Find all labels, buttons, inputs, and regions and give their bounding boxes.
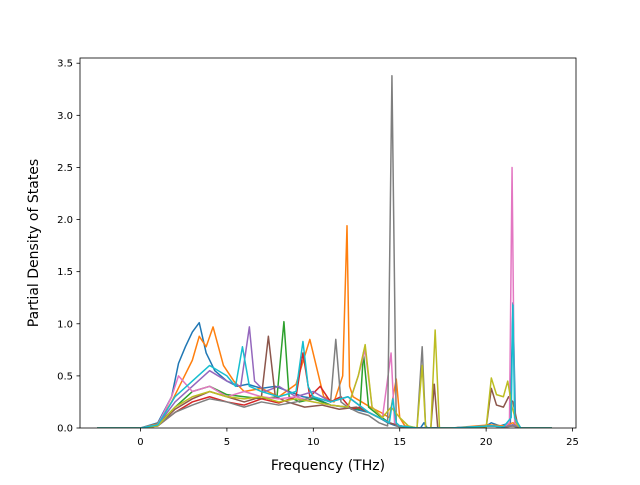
x-axis-ticks: 0 5 10 15 20 25 (137, 428, 579, 448)
y-tick-label: 0.5 (57, 371, 73, 382)
axes-frame (79, 57, 577, 429)
y-tick-label: 1.0 (57, 319, 73, 330)
x-axis-title: Frequency (THz) (271, 458, 385, 474)
x-tick-label: 20 (480, 437, 493, 448)
x-tick-label: 5 (224, 437, 230, 448)
series-layer (97, 74, 552, 428)
y-tick-label: 2.0 (57, 215, 73, 226)
y-axis-title: Partial Density of States (26, 159, 42, 327)
x-tick-label: 15 (393, 437, 406, 448)
y-tick-label: 0.0 (57, 424, 73, 435)
y-tick-label: 1.5 (57, 267, 73, 278)
series-line-8 (97, 74, 552, 428)
series-line-2 (97, 225, 552, 428)
plot-area (79, 57, 577, 429)
series-line-10 (97, 304, 552, 428)
y-tick-label: 3.5 (57, 59, 73, 70)
y-tick-label: 3.0 (57, 111, 73, 122)
y-axis-ticks: 0.0 0.5 1.0 1.5 2.0 2.5 3.0 3.5 (57, 59, 80, 435)
x-tick-label: 10 (307, 437, 320, 448)
y-tick-label: 2.5 (57, 163, 73, 174)
x-tick-label: 25 (566, 437, 579, 448)
x-tick-label: 0 (137, 437, 143, 448)
